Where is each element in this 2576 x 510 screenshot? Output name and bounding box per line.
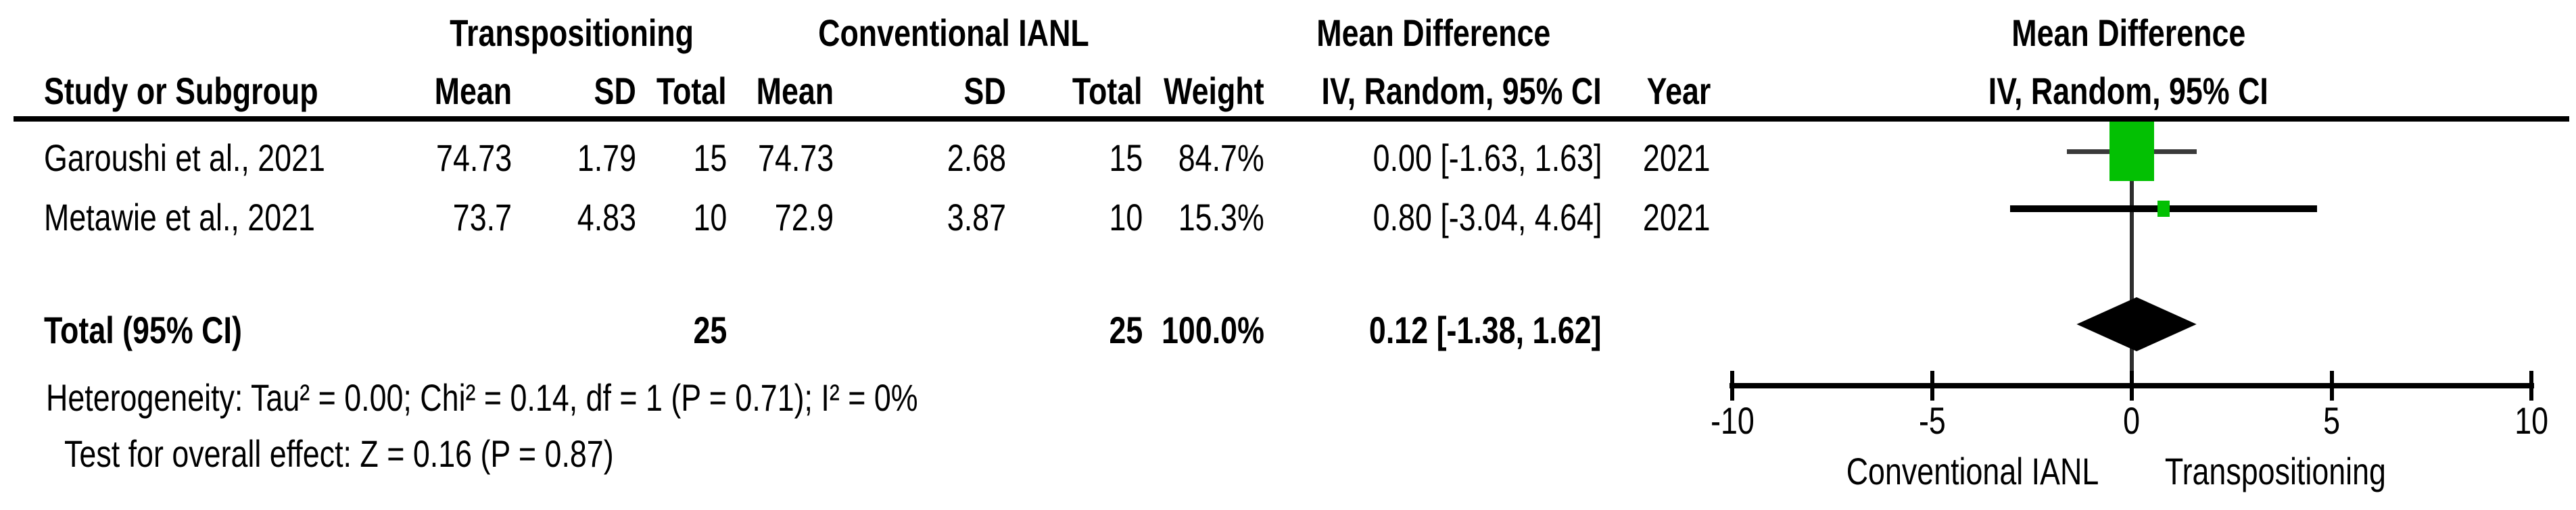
total-n2: 25 bbox=[1109, 309, 1143, 351]
study-weight: 15.3% bbox=[1178, 196, 1264, 238]
axis-tick-label: -5 bbox=[1918, 399, 1946, 442]
study-total1: 10 bbox=[693, 196, 727, 238]
total-weight: 100.0% bbox=[1162, 309, 1264, 351]
study-year: 2021 bbox=[1643, 196, 1711, 238]
total-ci: 0.12 [-1.38, 1.62] bbox=[1369, 309, 1602, 351]
header-rule bbox=[14, 116, 2569, 122]
study-year: 2021 bbox=[1643, 136, 1711, 179]
study-total2: 15 bbox=[1109, 136, 1143, 179]
zero-line bbox=[2130, 122, 2134, 386]
study-weight-marker bbox=[2157, 201, 2170, 217]
overall-effect-text: Test for overall effect: Z = 0.16 (P = 0… bbox=[64, 432, 614, 475]
favours-right-label: Transpositioning bbox=[2164, 450, 2386, 492]
pooled-diamond bbox=[2076, 297, 2197, 351]
axis-tick-label: 0 bbox=[2123, 399, 2141, 442]
study-ci: 0.80 [-3.04, 4.64] bbox=[1373, 196, 1602, 238]
study-mean2: 74.73 bbox=[757, 136, 834, 179]
study-weight: 84.7% bbox=[1178, 136, 1264, 179]
study-sd2: 2.68 bbox=[947, 136, 1006, 179]
group1-header: Transpositioning bbox=[450, 11, 694, 54]
total-n1: 25 bbox=[693, 309, 727, 351]
axis-tick-label: 5 bbox=[2323, 399, 2340, 442]
study-ci: 0.00 [-1.63, 1.63] bbox=[1373, 136, 1602, 179]
study-name: Metawie et al., 2021 bbox=[44, 196, 315, 238]
study-total2: 10 bbox=[1109, 196, 1143, 238]
study-mean1: 74.73 bbox=[435, 136, 512, 179]
group2-header: Conventional IANL bbox=[817, 11, 1089, 54]
col-header-mean2: Mean bbox=[756, 70, 834, 112]
col-header-weight: Weight bbox=[1164, 70, 1264, 112]
col-header-sd1: SD bbox=[594, 70, 636, 112]
study-total1: 15 bbox=[693, 136, 727, 179]
plot-method-header: IV, Random, 95% CI bbox=[1988, 70, 2269, 112]
col-header-total1: Total bbox=[657, 70, 727, 112]
col-header-sd2: SD bbox=[963, 70, 1006, 112]
study-mean2: 72.9 bbox=[774, 196, 834, 238]
axis-tick bbox=[2529, 371, 2533, 401]
study-sd2: 3.87 bbox=[947, 196, 1006, 238]
mean-difference-plot-header: Mean Difference bbox=[2011, 11, 2246, 54]
study-name: Garoushi et al., 2021 bbox=[44, 136, 325, 179]
axis-tick bbox=[2130, 371, 2134, 401]
axis-tick-label: 10 bbox=[2514, 399, 2548, 442]
study-weight-marker bbox=[2109, 122, 2154, 181]
favours-left-label: Conventional IANL bbox=[1846, 450, 2099, 492]
study-sd1: 4.83 bbox=[577, 196, 636, 238]
heterogeneity-text: Heterogeneity: Tau² = 0.00; Chi² = 0.14,… bbox=[46, 376, 918, 419]
study-sd1: 1.79 bbox=[577, 136, 636, 179]
total-label: Total (95% CI) bbox=[44, 309, 242, 351]
axis-tick bbox=[1930, 371, 1934, 401]
col-header-method: IV, Random, 95% CI bbox=[1321, 70, 1602, 112]
study-mean1: 73.7 bbox=[452, 196, 512, 238]
axis-tick bbox=[1730, 371, 1734, 401]
mean-difference-col-header: Mean Difference bbox=[1316, 11, 1551, 54]
col-header-year: Year bbox=[1646, 70, 1711, 112]
col-header-total2: Total bbox=[1072, 70, 1143, 112]
col-header-study: Study or Subgroup bbox=[44, 70, 318, 112]
axis-tick-label: -10 bbox=[1710, 399, 1755, 442]
axis-tick bbox=[2329, 371, 2334, 401]
col-header-mean1: Mean bbox=[434, 70, 512, 112]
